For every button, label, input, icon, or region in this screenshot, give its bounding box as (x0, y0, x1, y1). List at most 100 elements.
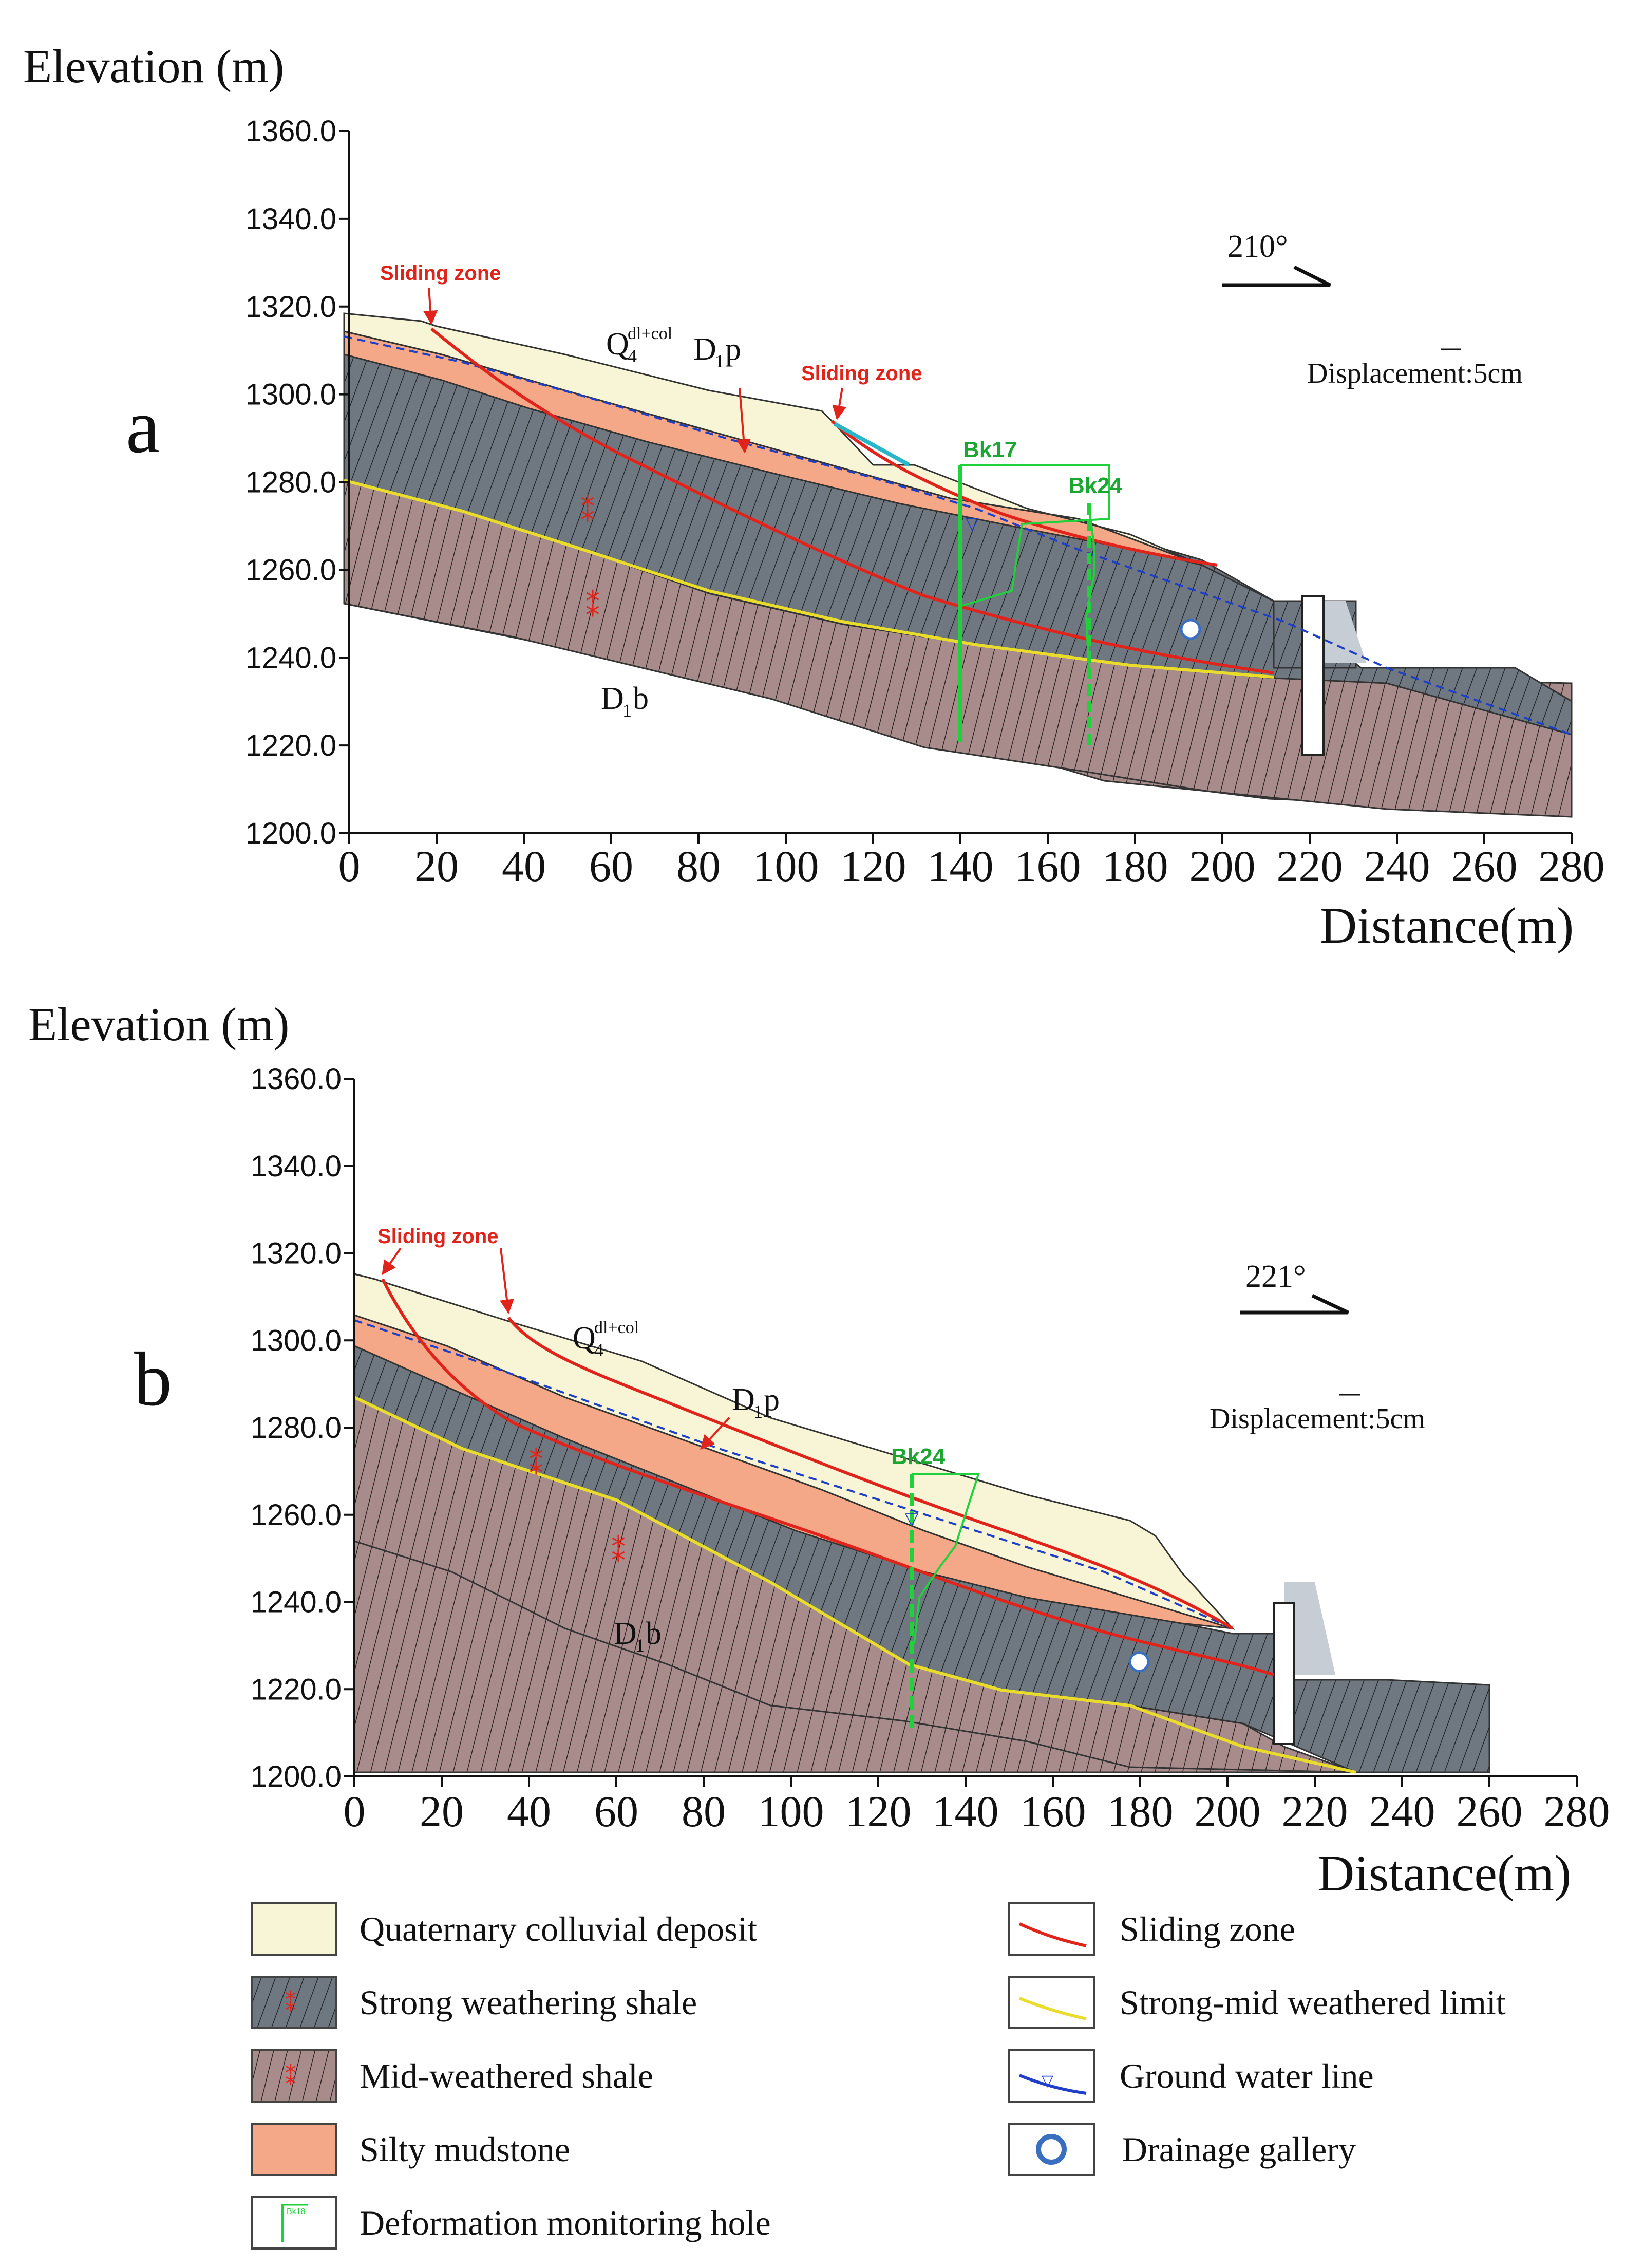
svg-text:D: D (601, 681, 624, 716)
b-y-tick-label: 1320.0 (251, 1237, 342, 1270)
panel-a-sliding-zone-arrow-2 (832, 387, 846, 420)
a-x-tick-label: 100 (753, 841, 819, 891)
panel-b-shale-symbol-1: ⁑ (529, 1448, 543, 1480)
a-y-tick-label: 1300.0 (245, 378, 336, 411)
b-y-tick-label: 1280.0 (251, 1411, 342, 1445)
panel-b-mid-weathered-shale-lower (353, 1540, 1356, 1773)
panel-a: Elevation (m) a Sliding zone Sliding zon… (23, 40, 1605, 954)
legend-label-colluvial: Quaternary colluvial deposit (360, 1909, 757, 1948)
svg-text:1: 1 (622, 700, 632, 721)
b-x-tick-label: 120 (845, 1787, 912, 1836)
b-x-tick-label: 280 (1544, 1787, 1610, 1836)
b-x-tick-label: 240 (1369, 1787, 1435, 1836)
panel-a-direction-label: 210° (1227, 229, 1288, 264)
legend-swatch-colluvial (251, 1902, 337, 1956)
panel-b: Elevation (m) b Sliding zone Q 4 dl+col … (28, 998, 1610, 1902)
svg-text:Q: Q (573, 1321, 596, 1356)
b-y-tick-label: 1240.0 (251, 1586, 342, 1619)
panel-a-shale-symbol-2: ⁑ (585, 590, 600, 623)
a-x-tick-label: 60 (589, 841, 633, 891)
b-x-tick-label: 100 (758, 1787, 824, 1836)
panel-a-q4-label: Q 4 dl+col (606, 324, 672, 366)
b-x-tick-label: 0 (344, 1787, 366, 1836)
legend-label-drainage: Drainage gallery (1122, 2130, 1356, 2169)
panel-b-direction-arrow (1240, 1294, 1349, 1315)
panel-b-sliding-zone-arrow-1 (382, 1247, 402, 1276)
panel-a-d1p-label: D 1 p (693, 332, 741, 371)
legend-ground-water-icon: ▽ (1042, 2072, 1053, 2089)
panel-b-y-ticks: 1360.0 1340.0 1320.0 1300.0 1280.0 1260.0 1240… (251, 1062, 354, 1793)
b-x-tick-label: 200 (1195, 1787, 1261, 1836)
a-x-tick-label: 80 (676, 841, 721, 891)
b-y-tick-label: 1300.0 (251, 1324, 342, 1357)
a-y-tick-label: 1260.0 (245, 553, 336, 587)
panel-a-x-ticks: 0 20 40 60 80 100 120 140 160 180 200 220 240 260 280 (338, 833, 1605, 891)
svg-text:4: 4 (594, 1340, 603, 1360)
legend-label-sliding-zone: Sliding zone (1120, 1909, 1295, 1948)
svg-text:1: 1 (753, 1401, 763, 1422)
svg-text:1: 1 (715, 351, 724, 371)
b-x-tick-label: 80 (682, 1787, 726, 1836)
a-x-tick-label: 140 (928, 841, 994, 891)
b-y-tick-label: 1340.0 (251, 1150, 342, 1183)
panel-a-colluvial-deposit (343, 312, 1274, 602)
legend-sliding-zone-line (1018, 1922, 1087, 1947)
svg-text:p: p (764, 1382, 780, 1417)
legend-mid-shale-symbol: ⁑ (285, 2063, 296, 2090)
legend-label-mid-shale: Mid-weathered shale (360, 2056, 653, 2095)
a-y-tick-label: 1340.0 (245, 202, 336, 236)
panel-a-displacement-label: Displacement:5cm (1307, 358, 1523, 389)
panel-a-d1p-arrow (736, 387, 751, 454)
panel-a-strong-mid-weathered-limit (344, 479, 1274, 679)
panel-b-sliding-zone-label: Sliding zone (377, 1225, 499, 1248)
svg-text:4: 4 (628, 346, 637, 366)
panel-b-x-axis-title: Distance(m) (1317, 1845, 1571, 1902)
panel-b-sliding-zone-deep (381, 1278, 1274, 1676)
panel-a-sliding-zone-arrow-1 (423, 287, 438, 325)
legend-swatch-sliding-zone (1008, 1902, 1095, 1956)
legend-monitoring-hole-mini-label: Bk18 (287, 2207, 306, 2216)
panel-b-bk24-label: Bk24 (891, 1444, 946, 1469)
panel-b-y-axis-title: Elevation (m) (28, 998, 289, 1051)
panel-b-d1p-label: D 1 p (732, 1382, 780, 1422)
a-y-tick-label: 1200.0 (245, 817, 336, 850)
legend-swatch-silty-mudstone (251, 2123, 337, 2176)
b-x-tick-label: 160 (1020, 1787, 1086, 1836)
panel-a-bk17-label: Bk17 (963, 437, 1017, 462)
svg-text:dl+col: dl+col (594, 1318, 639, 1337)
panel-a-letter: a (126, 384, 160, 469)
panel-a-cyan-scarp (834, 422, 910, 467)
a-x-tick-label: 160 (1015, 841, 1081, 891)
a-x-tick-label: 180 (1102, 841, 1168, 891)
panel-b-x-ticks: 0 20 40 60 80 100 120 140 160 180 200 220 240 260 280 (344, 1776, 1610, 1836)
panel-b-drainage-gallery (1128, 1651, 1150, 1673)
svg-text:1: 1 (635, 1635, 645, 1656)
a-x-tick-label: 40 (502, 841, 546, 891)
legend-ground-water-line (1018, 2074, 1087, 2095)
svg-text:D: D (732, 1382, 755, 1417)
b-x-tick-label: 220 (1282, 1787, 1348, 1836)
legend-label-weathered-limit: Strong-mid weathered limit (1120, 1983, 1506, 2022)
panel-a-water-level-icon: ▽ (966, 514, 979, 533)
legend-swatch-strong-shale (251, 1976, 337, 2029)
legend-strong-shale-symbol: ⁑ (285, 1990, 296, 2016)
panel-b-direction-label: 221° (1245, 1259, 1306, 1294)
svg-text:p: p (725, 332, 741, 367)
b-x-tick-label: 40 (507, 1787, 551, 1836)
a-x-tick-label: 0 (338, 841, 361, 891)
b-x-tick-label: 20 (420, 1787, 464, 1836)
a-y-tick-label: 1280.0 (245, 466, 336, 499)
svg-text:D: D (614, 1616, 637, 1651)
panel-a-drainage-gallery (1180, 618, 1201, 640)
b-y-tick-label: 1220.0 (251, 1673, 342, 1706)
panel-b-q4-label: Q 4 dl+col (573, 1318, 639, 1360)
panel-a-d1b-label: D 1 b (601, 681, 649, 721)
panel-a-sliding-zone-label-2: Sliding zone (801, 362, 922, 385)
panel-a-bk17-profile (960, 464, 1110, 607)
b-y-tick-label: 1200.0 (251, 1760, 342, 1793)
panel-b-retaining-wall (1273, 1602, 1295, 1745)
a-x-tick-label: 200 (1189, 841, 1256, 891)
panel-a-sliding-zone-shallow (831, 420, 1218, 567)
legend-drainage-icon (1036, 2134, 1067, 2165)
